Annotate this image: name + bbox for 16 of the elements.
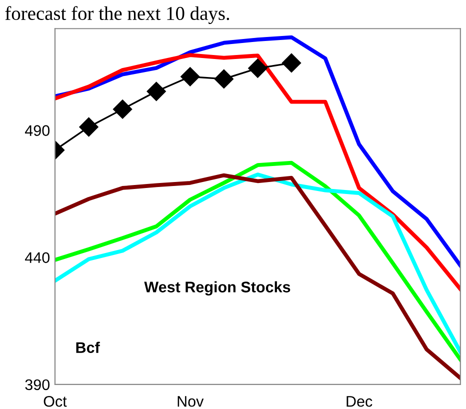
point [214,69,234,88]
text: forecast for the next 10 days. [5,6,230,24]
point [180,67,200,86]
annotation: Bcf [76,342,100,353]
point [113,100,132,119]
point [248,58,268,78]
x-tick-label: Nov [178,396,204,407]
y-tick-label: 490 [24,125,50,136]
x-tick-label: Oct [44,396,67,407]
y-tick-label: 390 [25,379,50,390]
point [282,53,302,72]
point [79,117,98,137]
y-tick-label: 440 [24,252,50,264]
point [146,82,166,101]
x-tick-label: Dec [346,396,372,407]
annotation: West Region Stocks [144,281,290,296]
